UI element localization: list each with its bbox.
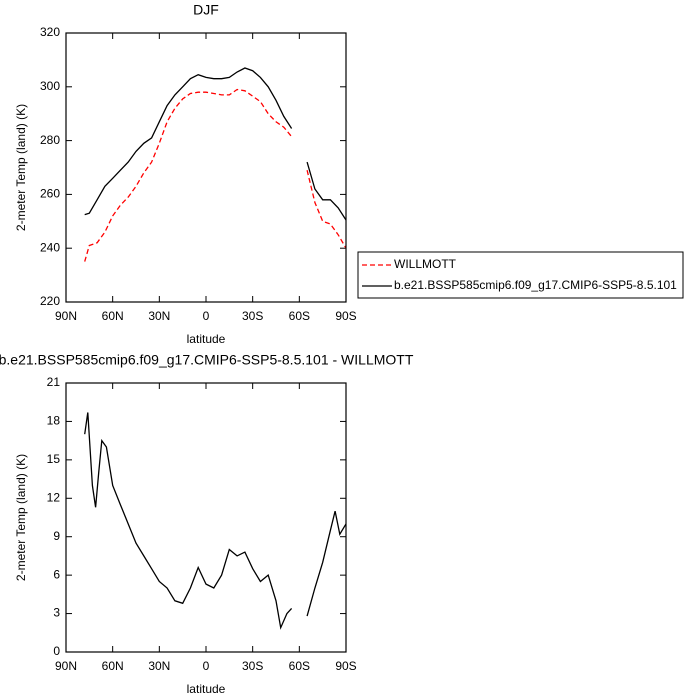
x-tick-label: 90S — [335, 659, 356, 673]
x-tick-label: 90N — [55, 659, 77, 673]
series-line — [84, 88, 347, 262]
x-tick-label: 60N — [102, 659, 124, 673]
y-tick-label: 21 — [47, 375, 61, 389]
y-tick-label: 6 — [53, 567, 60, 581]
x-axis-label: latitude — [187, 332, 226, 346]
x-tick-label: 30N — [148, 659, 170, 673]
y-axis-label: 2-meter Temp (land) (K) — [14, 454, 28, 581]
chart-title: DJF — [193, 2, 219, 18]
y-tick-label: 240 — [40, 240, 60, 254]
x-tick-label: 60N — [102, 309, 124, 323]
y-tick-label: 0 — [53, 644, 60, 658]
x-tick-label: 0 — [203, 659, 210, 673]
y-tick-label: 12 — [47, 490, 61, 504]
y-tick-label: 9 — [53, 529, 60, 543]
y-tick-label: 280 — [40, 133, 60, 147]
chart-title: b.e21.BSSP585cmip6.f09_g17.CMIP6-SSP5-8.… — [0, 352, 414, 368]
y-axis-label: 2-meter Temp (land) (K) — [14, 104, 28, 231]
legend-label: b.e21.BSSP585cmip6.f09_g17.CMIP6-SSP5-8.… — [394, 278, 677, 292]
x-tick-label: 60S — [289, 659, 310, 673]
x-axis-label: latitude — [187, 682, 226, 696]
plot-frame — [65, 32, 347, 303]
legend-box — [357, 251, 684, 299]
x-tick-label: 30S — [242, 659, 263, 673]
y-tick-label: 3 — [53, 606, 60, 620]
y-tick-label: 320 — [40, 25, 60, 39]
x-tick-label: 90N — [55, 309, 77, 323]
legend-label: WILLMOTT — [394, 257, 457, 271]
x-tick-label: 30N — [148, 309, 170, 323]
y-tick-label: 300 — [40, 79, 60, 93]
x-tick-label: 0 — [203, 309, 210, 323]
x-tick-label: 60S — [289, 309, 310, 323]
x-tick-label: 30S — [242, 309, 263, 323]
series-line — [84, 412, 347, 630]
x-tick-label: 90S — [335, 309, 356, 323]
y-tick-label: 220 — [40, 294, 60, 308]
y-tick-label: 260 — [40, 187, 60, 201]
y-tick-label: 15 — [47, 452, 61, 466]
series-line — [84, 67, 347, 221]
y-tick-label: 18 — [47, 414, 61, 428]
plot-frame — [65, 382, 347, 653]
